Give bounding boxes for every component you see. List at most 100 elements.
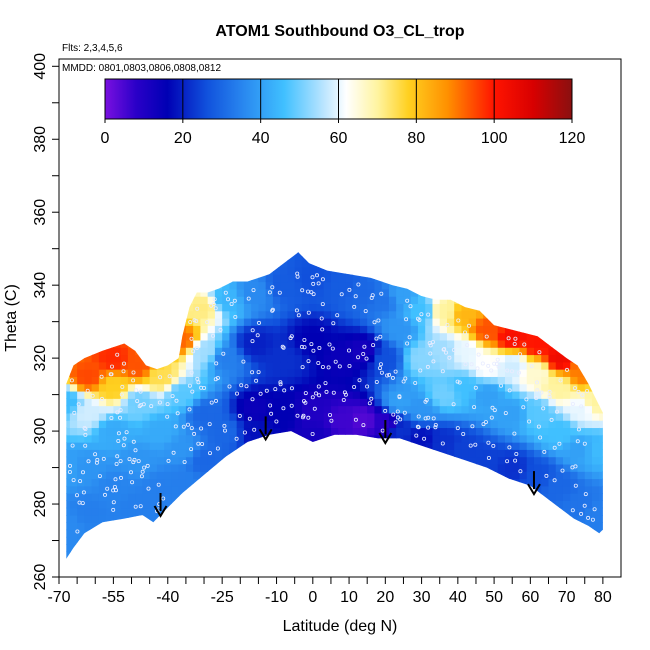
heat-cell bbox=[294, 303, 303, 312]
heat-cell bbox=[236, 252, 245, 253]
heat-cell bbox=[207, 536, 216, 545]
heat-cell bbox=[461, 507, 470, 516]
heat-cell bbox=[577, 493, 586, 501]
heat-cell bbox=[338, 500, 347, 509]
heat-cell bbox=[236, 442, 245, 450]
heat-cell bbox=[374, 412, 383, 421]
sample-point bbox=[365, 384, 370, 389]
heat-cell bbox=[562, 252, 571, 253]
heat-cell bbox=[135, 551, 143, 559]
sample-point bbox=[405, 341, 410, 346]
heat-cell bbox=[577, 332, 586, 341]
heat-cell bbox=[403, 252, 412, 253]
heat-cell bbox=[454, 361, 463, 370]
heat-cell bbox=[98, 383, 107, 392]
heat-cell bbox=[185, 281, 194, 290]
heat-cell bbox=[454, 354, 463, 363]
heat-cell bbox=[533, 485, 542, 494]
heat-cell bbox=[156, 281, 165, 290]
heat-cell bbox=[113, 383, 122, 392]
heat-cell bbox=[251, 398, 260, 407]
heat-cell bbox=[533, 274, 542, 283]
heat-cell bbox=[504, 383, 513, 392]
heat-cell bbox=[127, 398, 136, 407]
heat-cell bbox=[222, 259, 231, 268]
heat-cell bbox=[127, 383, 136, 392]
heat-cell bbox=[120, 266, 129, 275]
heat-cell bbox=[577, 507, 586, 516]
heat-cell bbox=[570, 536, 579, 545]
heat-cell bbox=[555, 369, 564, 377]
heat-cell bbox=[207, 325, 216, 334]
heat-cell bbox=[475, 369, 484, 377]
heat-cell bbox=[91, 405, 100, 414]
heat-cell bbox=[127, 544, 136, 553]
heat-cell bbox=[388, 442, 397, 450]
heat-cell bbox=[432, 493, 441, 501]
heat-cell bbox=[497, 332, 506, 341]
heat-cell bbox=[69, 507, 78, 516]
heat-cell bbox=[229, 376, 238, 385]
heat-cell bbox=[519, 361, 528, 370]
sample-point bbox=[419, 312, 424, 317]
heat-cell bbox=[316, 442, 325, 450]
heat-cell bbox=[135, 558, 143, 559]
heat-cell bbox=[69, 398, 78, 407]
heat-cell bbox=[512, 405, 521, 414]
heat-cell bbox=[497, 442, 506, 450]
heat-cell bbox=[106, 544, 114, 553]
heat-cell bbox=[171, 325, 180, 334]
heat-cell bbox=[461, 252, 470, 253]
heat-cell bbox=[229, 369, 238, 377]
heat-cell bbox=[468, 434, 477, 443]
heat-cell bbox=[164, 347, 172, 356]
heat-cell bbox=[323, 478, 332, 487]
heat-cell bbox=[483, 412, 492, 421]
heat-cell bbox=[533, 529, 542, 538]
heat-cell bbox=[135, 420, 143, 429]
heat-cell bbox=[359, 252, 368, 253]
heat-cell bbox=[497, 354, 506, 363]
sample-point bbox=[430, 339, 435, 344]
heat-cell bbox=[106, 434, 114, 443]
heat-cell bbox=[359, 296, 368, 305]
heat-cell bbox=[84, 376, 93, 385]
heat-cell bbox=[345, 522, 354, 531]
heat-cell bbox=[432, 529, 441, 538]
heat-cell bbox=[403, 558, 412, 559]
heat-cell bbox=[280, 398, 289, 407]
colorbar-tick-label: 20 bbox=[174, 130, 192, 147]
heat-cell bbox=[338, 281, 347, 290]
heat-cell bbox=[519, 405, 528, 414]
heat-cell bbox=[142, 252, 151, 253]
heat-cell bbox=[91, 318, 100, 326]
heat-cell bbox=[77, 252, 85, 253]
heat-cell bbox=[185, 266, 194, 275]
heat-cell bbox=[396, 252, 405, 253]
heat-cell bbox=[519, 281, 528, 290]
heat-cell bbox=[483, 558, 492, 559]
heat-cell bbox=[77, 274, 85, 283]
sample-point bbox=[320, 327, 325, 332]
heat-cell bbox=[193, 332, 201, 341]
heat-cell bbox=[584, 478, 593, 487]
heat-cell bbox=[475, 514, 484, 523]
heat-cell bbox=[106, 259, 114, 268]
heat-cell bbox=[432, 361, 441, 370]
heat-cell bbox=[330, 296, 339, 305]
sample-point bbox=[513, 458, 518, 463]
heat-cell bbox=[475, 405, 484, 414]
heat-cell bbox=[483, 252, 492, 253]
heat-cell bbox=[251, 551, 260, 559]
heat-cell bbox=[66, 266, 71, 275]
heat-cell bbox=[562, 558, 571, 559]
heat-cell bbox=[338, 325, 347, 334]
sample-point bbox=[440, 441, 445, 446]
heat-cell bbox=[280, 238, 288, 246]
heat-cell bbox=[91, 252, 100, 261]
sample-point bbox=[575, 439, 580, 444]
heat-cell bbox=[352, 361, 361, 370]
heat-cell bbox=[236, 332, 245, 341]
heat-cell bbox=[222, 405, 231, 414]
heat-cell bbox=[120, 412, 129, 421]
